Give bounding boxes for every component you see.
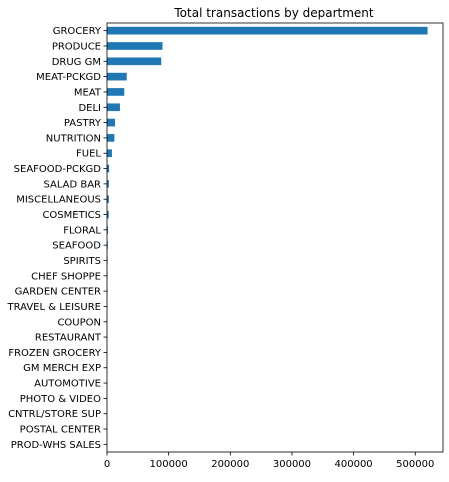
category-label-8: FUEL — [76, 149, 101, 160]
bar-0 — [107, 26, 428, 35]
x-axis: 0 100000 200000 300000 400000 500000 — [104, 452, 434, 470]
category-label-4: MEAT — [74, 87, 102, 98]
category-labels: GROCERY PRODUCE DRUG GM MEAT-PCKGD MEAT DELI P… — [6, 26, 107, 451]
bar-5 — [107, 103, 120, 112]
category-label-12: COSMETICS — [42, 210, 101, 221]
category-label-26: POSTAL CENTER — [20, 425, 101, 436]
category-label-5: DELI — [78, 103, 101, 114]
category-label-22: GM MERCH EXP — [23, 363, 101, 374]
category-label-27: PROD-WHS SALES — [11, 440, 101, 451]
bar-7 — [107, 134, 115, 142]
category-label-24: PHOTO & VIDEO — [20, 394, 101, 405]
category-label-6: PASTRY — [64, 118, 102, 129]
category-label-10: SALAD BAR — [43, 179, 101, 190]
bar-13 — [107, 226, 108, 234]
category-label-18: TRAVEL & LEISURE — [6, 302, 101, 313]
x-tick-label-4: 400000 — [335, 459, 373, 470]
bar-3 — [107, 72, 127, 81]
category-label-11: MISCELLANEOUS — [16, 195, 101, 206]
plot-frame — [106, 22, 444, 453]
bar-12 — [107, 210, 109, 219]
bar-14 — [107, 241, 108, 249]
bar-9 — [107, 164, 110, 173]
bar-4 — [107, 88, 125, 96]
category-label-25: CNTRL/STORE SUP — [8, 409, 101, 420]
bar-2 — [107, 57, 162, 66]
category-label-1: PRODUCE — [52, 41, 101, 52]
x-tick-label-5: 500000 — [396, 459, 434, 470]
category-label-20: RESTAURANT — [35, 333, 102, 344]
category-label-21: FROZEN GROCERY — [8, 348, 102, 359]
bar-6 — [107, 118, 116, 127]
x-tick-label-3: 300000 — [273, 459, 311, 470]
category-label-13: FLORAL — [63, 225, 101, 236]
category-label-15: SPIRITS — [63, 256, 101, 267]
bar-11 — [107, 195, 109, 204]
category-label-14: SEAFOOD — [52, 241, 101, 252]
bar-1 — [107, 42, 163, 50]
bar-10 — [107, 180, 109, 188]
category-label-7: NUTRITION — [46, 133, 101, 144]
x-tick-label-0: 0 — [104, 459, 110, 470]
x-tick-label-2: 200000 — [211, 459, 249, 470]
category-label-17: GARDEN CENTER — [15, 287, 101, 298]
bars-layer — [107, 26, 428, 449]
category-label-19: COUPON — [57, 317, 101, 328]
category-label-0: GROCERY — [53, 26, 102, 37]
bar-8 — [107, 149, 112, 158]
category-label-3: MEAT-PCKGD — [36, 72, 101, 83]
category-label-23: AUTOMOTIVE — [34, 379, 101, 390]
category-label-9: SEAFOOD-PCKGD — [14, 164, 102, 175]
x-tick-label-1: 100000 — [150, 459, 188, 470]
chart-title: Total transactions by department — [173, 6, 374, 20]
category-label-16: CHEF SHOPPE — [31, 271, 101, 282]
category-label-2: DRUG GM — [52, 57, 101, 68]
